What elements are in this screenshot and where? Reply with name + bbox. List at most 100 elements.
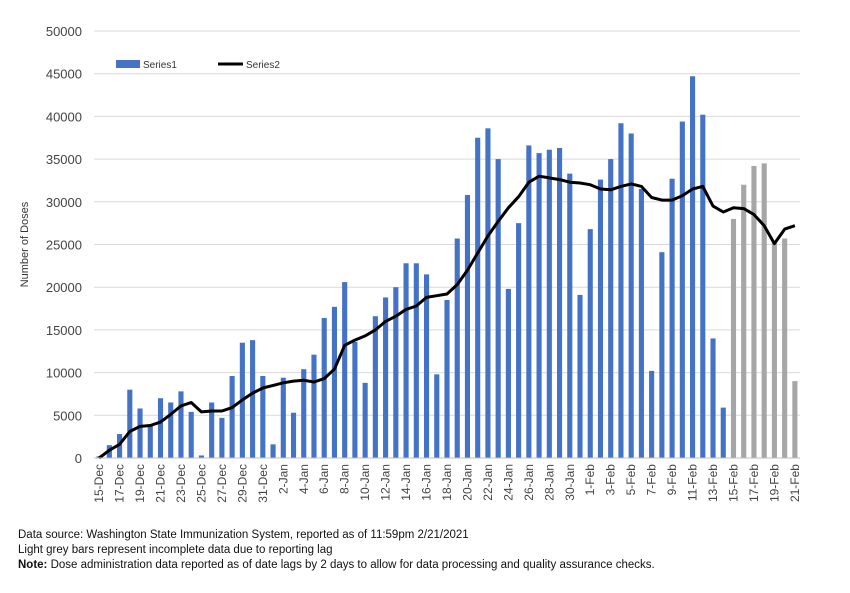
x-tick-label: 19-Feb [767, 464, 781, 502]
bar [679, 121, 685, 459]
x-tick-label: 18-Jan [440, 464, 454, 501]
bar [321, 317, 327, 458]
bar [659, 252, 665, 458]
bar [413, 263, 419, 458]
bar [454, 238, 460, 458]
bar [342, 282, 348, 458]
x-tick-label: 25-Dec [194, 464, 208, 503]
x-tick-label: 8-Jan [338, 464, 352, 494]
x-tick-label: 17-Dec [113, 464, 127, 503]
bar [311, 354, 317, 458]
x-tick-label: 23-Dec [174, 464, 188, 503]
bar [751, 165, 757, 458]
bar [331, 306, 338, 458]
x-tick-label: 31-Dec [256, 464, 270, 503]
bar [290, 412, 297, 458]
x-tick-label: 21-Feb [788, 464, 802, 502]
y-tick-label: 20000 [46, 280, 82, 295]
bar [188, 411, 194, 458]
bar [700, 114, 706, 458]
bar [741, 184, 747, 458]
x-axis-ticks: 15-Dec 17-Dec 19-Dec 21-Dec 23-Dec 25-Dec 27-D… [92, 464, 802, 503]
bar [556, 147, 563, 459]
y-axis-ticks: 0 5000 10000 15000 20000 25000 30000 35000 40000… [46, 24, 82, 466]
x-tick-label: 22-Jan [481, 464, 495, 501]
legend: Series1 Series2 [116, 60, 280, 71]
bar [178, 391, 184, 458]
bar [669, 178, 675, 458]
x-tick-label: 13-Feb [706, 464, 720, 502]
x-tick-label: 16-Jan [420, 464, 434, 501]
x-tick-label: 28-Jan [542, 464, 556, 501]
bar [690, 76, 696, 459]
bar [546, 149, 552, 458]
bar [597, 179, 604, 458]
bar [127, 389, 133, 458]
bar [434, 374, 440, 458]
x-tick-label: 21-Dec [154, 464, 168, 503]
x-tick-label: 20-Jan [460, 464, 474, 501]
bar [485, 128, 491, 458]
bar [198, 455, 204, 458]
bar [270, 444, 276, 458]
x-tick-label: 27-Dec [215, 464, 229, 503]
bar [792, 381, 798, 458]
bar [444, 300, 450, 458]
bar [649, 370, 655, 458]
bar [260, 376, 266, 458]
note-text: Dose administration data reported as of … [47, 559, 655, 571]
line-series-2 [98, 174, 796, 460]
x-tick-label: 17-Feb [747, 464, 761, 502]
x-tick-label: 3-Feb [604, 464, 618, 496]
footnote-data-source: Data source: Washington State Immunizati… [18, 529, 469, 541]
x-tick-label: 12-Jan [379, 464, 393, 501]
bar [219, 417, 225, 458]
bar [147, 425, 153, 458]
bar [516, 223, 522, 458]
bar [761, 163, 767, 458]
x-tick-label: 30-Jan [563, 464, 577, 501]
x-tick-label: 24-Jan [501, 464, 515, 501]
bar [403, 263, 409, 458]
bar [710, 338, 716, 458]
y-tick-label: 45000 [46, 67, 82, 82]
bar [495, 159, 501, 458]
bar [157, 398, 164, 458]
footnote-note: Note: Dose administration data reported … [18, 558, 655, 573]
footnote-grey-bars: Light grey bars represent incomplete dat… [18, 544, 333, 556]
note-label: Note: [18, 559, 48, 571]
bar [372, 316, 378, 458]
y-tick-label: 0 [75, 451, 82, 466]
bar [587, 229, 593, 458]
bar [771, 241, 777, 458]
bar [618, 123, 624, 459]
y-tick-label: 50000 [46, 24, 82, 39]
bar [567, 173, 573, 459]
y-tick-label: 10000 [46, 366, 82, 381]
legend-label-series1: Series1 [143, 60, 177, 71]
bar [505, 288, 511, 458]
x-tick-label: 2-Jan [276, 464, 290, 494]
bar [720, 407, 726, 458]
y-tick-label: 40000 [46, 109, 82, 124]
x-tick-label: 9-Feb [665, 464, 679, 496]
chart: 0 5000 10000 15000 20000 25000 30000 35000 40000… [19, 24, 802, 503]
bar [608, 159, 614, 458]
y-axis-label: Number of Doses [19, 201, 31, 287]
bar [536, 153, 542, 458]
y-tick-label: 30000 [46, 195, 82, 210]
x-tick-label: 10-Jan [358, 464, 372, 501]
bar [638, 188, 644, 459]
bar [280, 377, 286, 458]
x-tick-label: 5-Feb [624, 464, 638, 496]
x-tick-label: 1-Feb [583, 464, 597, 496]
bar [137, 408, 143, 458]
bar [301, 369, 307, 458]
x-tick-label: 4-Jan [297, 464, 311, 494]
x-tick-label: 11-Feb [686, 464, 700, 501]
bar [475, 137, 481, 458]
y-tick-label: 15000 [46, 323, 82, 338]
bar [577, 294, 583, 458]
bar [464, 194, 471, 458]
bar-series [96, 76, 798, 459]
